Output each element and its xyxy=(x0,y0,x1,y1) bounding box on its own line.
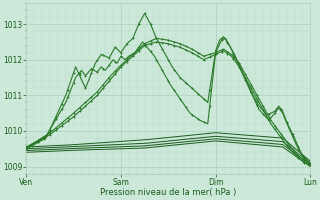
X-axis label: Pression niveau de la mer( hPa ): Pression niveau de la mer( hPa ) xyxy=(100,188,236,197)
